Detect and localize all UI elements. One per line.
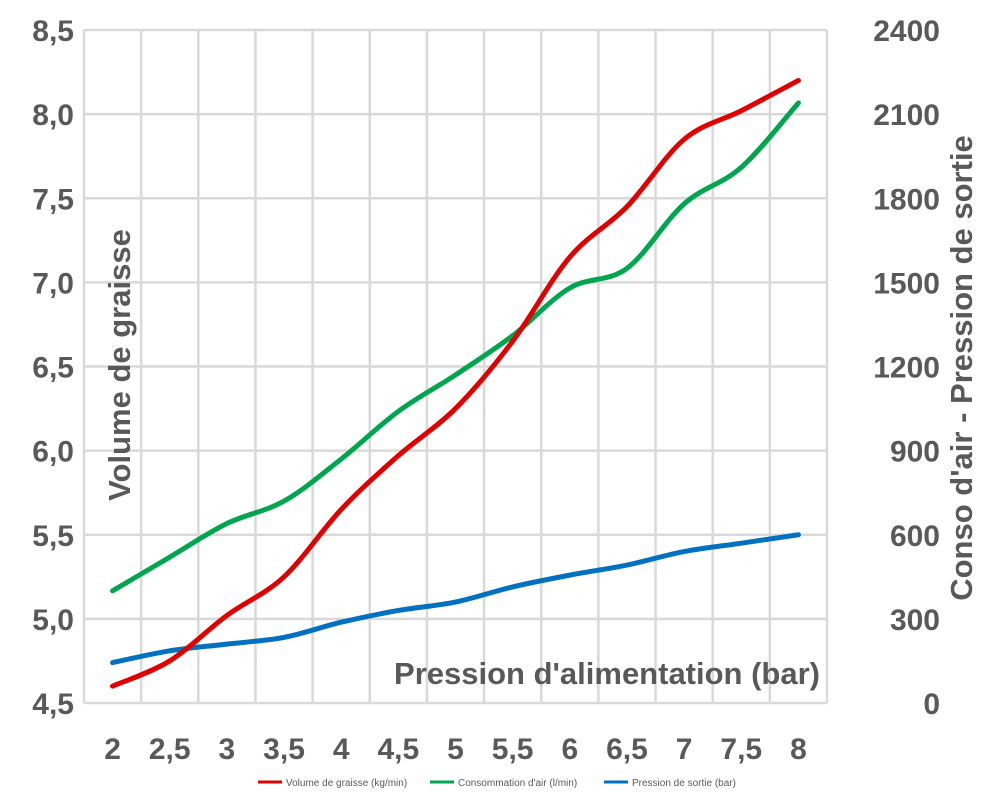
x-tick-label: 3 [219,733,236,766]
left-tick-label: 5,5 [32,520,74,553]
series-line-0 [110,77,801,689]
right-tick-label: 2400 [873,15,940,48]
left-tick-label: 8,5 [32,15,74,48]
legend-label: Consommation d'air (l/min) [458,778,577,789]
right-tick-label: 300 [890,604,940,637]
series-line-1 [110,100,801,594]
grid [82,28,829,705]
series-lines [110,77,801,689]
right-tick-label: 1500 [873,267,940,300]
x-tick-label: 6,5 [606,733,648,766]
x-tick-label: 4,5 [377,733,419,766]
left-tick-label: 5,0 [32,604,74,637]
right-tick-label: 1800 [873,183,940,216]
left-axis-title: Volume de graisse [102,229,137,501]
right-tick-label: 0 [923,688,940,721]
left-tick-label: 6,0 [32,436,74,469]
x-tick-label: 5 [447,733,464,766]
legend: Volume de graisse (kg/min) Consommation d… [258,778,736,789]
legend-label: Volume de graisse (kg/min) [286,778,407,789]
left-tick-label: 8,0 [32,99,74,132]
left-tick-label: 6,5 [32,352,74,385]
right-axis-ticks: 0 300 600 900 1200 1500 1800 2100 2400 [873,15,940,721]
series-line-2 [110,532,801,666]
left-tick-label: 7,5 [32,183,74,216]
x-tick-label: 5,5 [492,733,534,766]
x-tick-label: 8 [790,733,807,766]
x-tick-label: 4 [333,733,350,766]
right-tick-label: 600 [890,520,940,553]
right-axis-title: Conso d'air - Pression de sortie [944,135,979,601]
right-tick-label: 2100 [873,99,940,132]
x-axis-ticks: 2 2,5 3 3,5 4 4,5 5 5,5 6 6,5 7 7,5 8 [104,733,807,766]
x-axis-title: Pression d'alimentation (bar) [394,656,820,691]
right-tick-label: 1200 [873,352,940,385]
x-tick-label: 7 [676,733,693,766]
x-tick-label: 2 [104,733,121,766]
x-tick-label: 3,5 [263,733,305,766]
x-tick-label: 6 [561,733,578,766]
x-tick-label: 7,5 [720,733,762,766]
right-tick-label: 900 [890,436,940,469]
left-tick-label: 4,5 [32,688,74,721]
left-axis-ticks: 4,5 5,0 5,5 6,0 6,5 7,0 7,5 8,0 8,5 [32,15,74,721]
left-tick-label: 7,0 [32,267,74,300]
x-tick-label: 2,5 [149,733,191,766]
legend-label: Pression de sortie (bar) [632,778,736,789]
